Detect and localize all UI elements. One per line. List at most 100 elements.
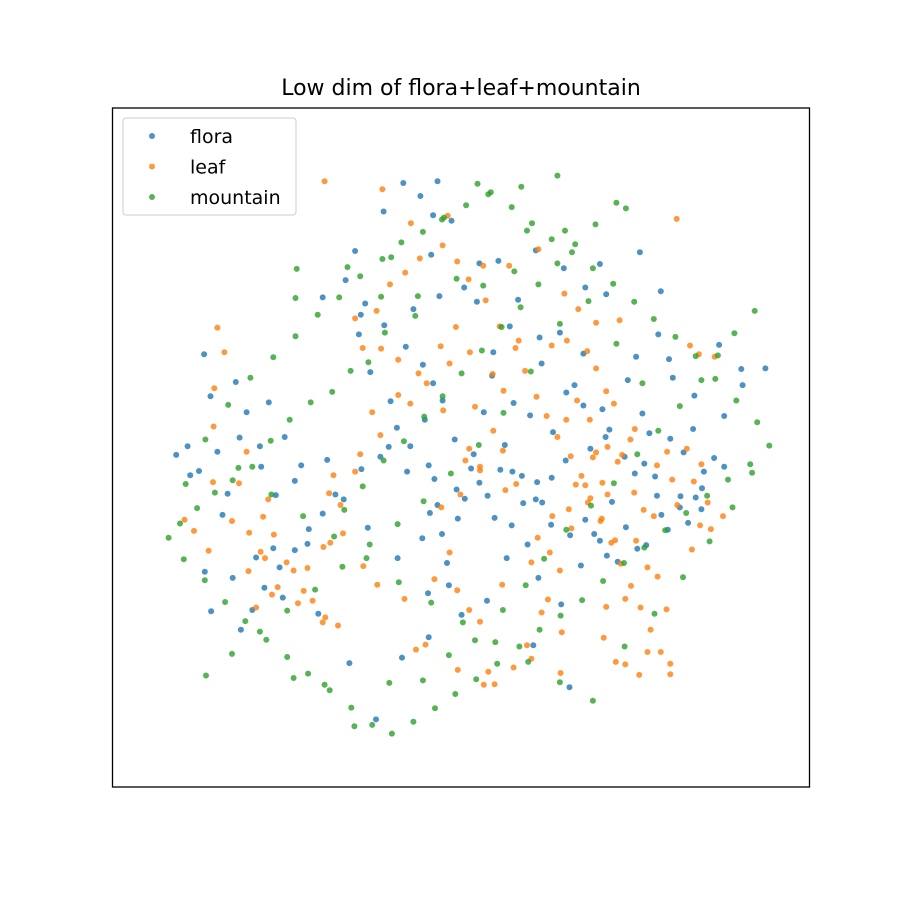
data-point-flora	[352, 248, 359, 254]
data-point-leaf	[352, 468, 359, 475]
data-point-flora	[548, 474, 555, 481]
data-point-flora	[315, 610, 322, 617]
data-point-mountain	[494, 660, 501, 667]
data-point-flora	[563, 389, 570, 396]
data-point-leaf	[446, 549, 453, 556]
legend-label-flora: flora	[190, 126, 233, 148]
data-point-flora	[451, 436, 458, 443]
data-point-mountain	[651, 610, 658, 617]
data-point-leaf	[221, 349, 228, 356]
data-point-mountain	[600, 578, 607, 584]
data-point-leaf	[687, 342, 693, 349]
data-point-leaf	[395, 392, 402, 398]
data-point-leaf	[260, 513, 267, 520]
data-point-mountain	[518, 183, 525, 190]
data-point-mountain	[229, 650, 235, 657]
data-point-leaf	[512, 345, 519, 351]
data-point-leaf	[546, 549, 553, 556]
data-point-flora	[357, 311, 364, 318]
data-point-leaf	[535, 246, 542, 253]
data-point-flora	[470, 451, 477, 458]
data-point-leaf	[423, 380, 430, 387]
data-point-flora	[367, 369, 374, 376]
data-point-flora	[596, 537, 603, 544]
data-point-flora	[550, 429, 556, 436]
data-point-mountain	[388, 730, 395, 737]
data-point-mountain	[692, 353, 699, 360]
data-point-flora	[539, 499, 546, 506]
data-point-mountain	[631, 298, 638, 305]
data-point-leaf	[568, 525, 575, 532]
data-point-leaf	[304, 565, 311, 571]
data-point-mountain	[300, 513, 307, 520]
data-point-flora	[571, 382, 578, 389]
data-point-flora	[622, 524, 629, 531]
data-point-leaf	[438, 504, 445, 511]
data-point-flora	[430, 380, 437, 387]
data-point-flora	[654, 492, 660, 499]
points-layer	[165, 172, 773, 737]
data-point-flora	[324, 456, 331, 463]
data-point-mountain	[554, 260, 561, 267]
data-point-leaf	[510, 664, 517, 671]
data-point-flora	[224, 490, 231, 497]
data-point-leaf	[482, 297, 489, 304]
data-point-flora	[184, 443, 191, 450]
data-point-leaf	[210, 423, 217, 430]
data-point-leaf	[558, 629, 565, 636]
data-point-mountain	[588, 502, 594, 509]
legend-label-mountain: mountain	[190, 187, 281, 209]
data-point-flora	[439, 397, 446, 404]
data-point-mountain	[256, 628, 263, 635]
data-point-mountain	[522, 582, 529, 589]
data-point-mountain	[201, 577, 208, 584]
data-point-leaf	[603, 603, 610, 610]
data-point-mountain	[498, 324, 505, 330]
data-point-flora	[380, 208, 387, 215]
data-point-flora	[484, 597, 490, 604]
data-point-flora	[385, 443, 392, 450]
data-point-mountain	[165, 534, 172, 541]
data-point-mountain	[421, 413, 428, 420]
data-point-flora	[527, 412, 534, 419]
data-point-mountain	[336, 294, 343, 301]
data-point-leaf	[214, 324, 221, 331]
data-point-flora	[624, 377, 631, 384]
data-point-mountain	[292, 333, 299, 340]
data-point-mountain	[235, 464, 242, 471]
data-point-flora	[426, 510, 433, 516]
plot-area-frame	[111, 107, 811, 788]
data-point-flora	[738, 366, 745, 372]
data-point-flora	[639, 410, 646, 417]
data-point-leaf	[466, 349, 473, 356]
data-point-mountain	[680, 574, 686, 581]
data-point-mountain	[613, 199, 620, 206]
data-point-flora	[439, 531, 445, 537]
data-point-flora	[641, 460, 648, 467]
data-point-mountain	[548, 236, 555, 243]
data-point-flora	[281, 434, 288, 440]
data-point-flora	[373, 716, 379, 723]
data-point-leaf	[437, 343, 444, 350]
data-point-mountain	[525, 658, 532, 665]
data-point-leaf	[377, 432, 384, 439]
data-point-leaf	[667, 660, 674, 667]
data-point-flora	[666, 356, 672, 363]
data-point-leaf	[644, 649, 651, 655]
data-point-mountain	[432, 705, 438, 712]
data-point-leaf	[586, 416, 593, 423]
data-point-leaf	[290, 567, 297, 574]
data-point-flora	[711, 455, 718, 461]
data-point-leaf	[610, 400, 617, 407]
data-point-flora	[434, 178, 441, 185]
data-point-leaf	[538, 609, 545, 616]
data-point-leaf	[480, 262, 487, 269]
data-point-leaf	[300, 587, 307, 594]
data-point-mountain	[359, 483, 366, 490]
data-point-flora	[609, 498, 615, 505]
data-point-mountain	[194, 505, 201, 512]
data-point-flora	[700, 468, 707, 475]
data-point-flora	[425, 590, 431, 597]
data-point-flora	[358, 466, 365, 473]
data-point-leaf	[446, 360, 453, 367]
